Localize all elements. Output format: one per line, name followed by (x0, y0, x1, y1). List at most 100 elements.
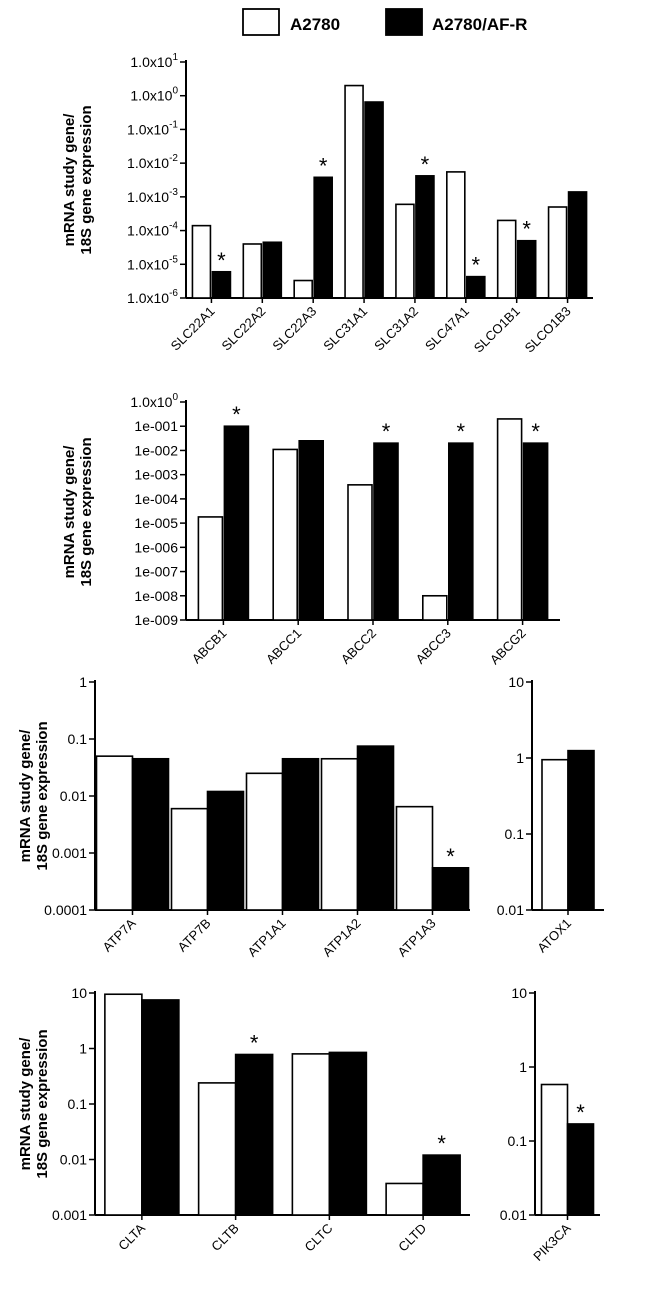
y-tick-label: 1 (79, 674, 87, 690)
x-category-label: ABCB1 (189, 626, 230, 667)
x-category-label: ABCC3 (413, 626, 454, 667)
bar-slc22a1-a2780-af-r (211, 270, 232, 299)
y-tick-label: 1.0x101 (130, 52, 178, 70)
chart-panel-4: 0.01 0.1 1 10 ATOX1 (497, 674, 604, 955)
y-axis-label: 18S gene expression (34, 721, 51, 870)
y-tick-label: 1e-004 (134, 491, 178, 507)
y-tick-label: 1e-006 (134, 539, 178, 555)
bar-clta-a2780 (104, 993, 143, 1216)
y-tick-label: 0.01 (60, 1152, 87, 1168)
x-category-label: SLC47A1 (422, 304, 472, 354)
y-tick-label: 1.0x100 (130, 392, 178, 410)
y-tick-label: 0.1 (68, 731, 88, 747)
chart-panel-2: mRNA study gene/18S gene expression 1e-00… (61, 392, 560, 667)
x-category-label: SLC31A2 (371, 304, 421, 354)
y-tick-label: 0.0001 (44, 902, 87, 918)
bar-abcg2-a2780-af-r (522, 442, 549, 621)
y-tick-label: 1e-007 (134, 564, 178, 580)
significance-star: * (382, 419, 391, 444)
significance-star: * (421, 152, 430, 177)
bar-pik3ca-a2780-af-r (566, 1123, 595, 1216)
significance-star: * (232, 402, 241, 427)
y-tick-label: 1e-002 (134, 442, 178, 458)
x-category-label: ATP1A2 (319, 916, 363, 960)
x-category-label: ABCC1 (263, 626, 304, 667)
significance-star: * (319, 153, 328, 178)
legend-swatch-a2780-af-r (385, 8, 423, 36)
legend-label-a2780: A2780 (290, 15, 340, 34)
y-tick-label: 1.0x10-1 (127, 119, 178, 137)
bar-atp1a2-a2780-af-r (356, 745, 395, 911)
y-tick-label: 0.001 (52, 845, 87, 861)
y-tick-label: 1e-009 (134, 612, 178, 628)
bar-abcc2-a2780 (347, 484, 373, 621)
chart-panel-5: mRNA study gene/18S gene expression 0.001… (17, 985, 470, 1254)
bar-cltc-a2780 (291, 1053, 331, 1216)
y-tick-label: 1e-008 (134, 588, 178, 604)
bar-slc31a2-a2780-af-r (415, 175, 435, 299)
bar-slc22a3-a2780-af-r (313, 176, 333, 299)
bar-cltc-a2780-af-r (328, 1051, 368, 1216)
bar-atox1-a2780-af-r (567, 749, 595, 911)
bar-atp7a-a2780 (95, 755, 134, 911)
significance-star: * (457, 419, 466, 444)
y-tick-label: 1.0x100 (130, 86, 178, 104)
bar-atp1a2-a2780 (320, 757, 359, 911)
y-tick-label: 1.0x10-5 (127, 254, 178, 272)
significance-star: * (250, 1030, 259, 1055)
bar-abcb1-a2780 (197, 516, 224, 621)
x-category-label: ATP1A3 (394, 916, 438, 960)
x-category-label: ATP1A1 (244, 916, 288, 960)
x-category-label: PIK3CA (530, 1220, 574, 1264)
y-tick-label: 1 (519, 1059, 527, 1075)
bar-slco1b1-a2780-af-r (516, 239, 537, 299)
x-category-label: ABCC2 (338, 626, 379, 667)
bar-atp7a-a2780-af-r (131, 757, 170, 911)
y-axis-label: mRNA study gene/ (61, 113, 78, 247)
y-tick-label: 1 (79, 1041, 87, 1057)
significance-star: * (446, 844, 455, 869)
bar-abcc3-a2780 (421, 594, 448, 621)
legend-swatch-a2780 (242, 8, 280, 36)
x-category-label: CLTC (302, 1221, 336, 1255)
x-category-label: ATOX1 (534, 916, 574, 956)
chart-panel-3: mRNA study gene/18S gene expression 0.000… (17, 674, 470, 960)
bar-atp7b-a2780 (170, 807, 209, 911)
bar-atp1a1-a2780-af-r (281, 757, 320, 911)
x-category-label: SLC22A3 (269, 304, 319, 354)
y-tick-label: 1e-001 (134, 418, 178, 434)
significance-star: * (522, 217, 531, 242)
bar-atp1a3-a2780 (395, 805, 434, 911)
y-axis-label: 18S gene expression (78, 437, 95, 586)
bar-abcb1-a2780-af-r (223, 425, 250, 621)
x-category-label: CLTA (115, 1220, 148, 1253)
bar-atp7b-a2780-af-r (206, 790, 245, 911)
bar-atox1-a2780 (541, 758, 569, 911)
y-tick-label: 1 (516, 750, 524, 766)
y-axis-label: mRNA study gene/ (17, 729, 34, 863)
bar-slc22a1-a2780 (191, 224, 212, 299)
bar-slc31a1-a2780-af-r (364, 101, 384, 299)
significance-star: * (472, 253, 481, 278)
bar-atp1a1-a2780 (245, 772, 284, 911)
bar-slc22a3-a2780 (293, 279, 313, 299)
bar-slco1b1-a2780 (496, 219, 517, 299)
significance-star: * (531, 419, 540, 444)
x-category-label: ABCG2 (487, 626, 529, 668)
bar-slc22a2-a2780-af-r (262, 241, 283, 299)
bar-slc22a2-a2780 (242, 243, 263, 299)
y-axis-label: 18S gene expression (78, 105, 95, 254)
significance-star: * (217, 248, 226, 273)
bar-slco1b3-a2780-af-r (567, 191, 588, 299)
y-tick-label: 1e-003 (134, 467, 178, 483)
y-axis-label: mRNA study gene/ (17, 1037, 34, 1171)
bar-abcg2-a2780 (496, 418, 523, 621)
y-tick-label: 0.001 (52, 1207, 87, 1223)
bar-atp1a3-a2780-af-r (431, 866, 470, 911)
y-tick-label: 0.1 (505, 826, 525, 842)
bar-slc47a1-a2780 (446, 171, 466, 299)
y-tick-label: 10 (71, 985, 87, 1001)
bar-slc47a1-a2780-af-r (466, 275, 486, 299)
y-tick-label: 1.0x10-2 (127, 153, 178, 171)
